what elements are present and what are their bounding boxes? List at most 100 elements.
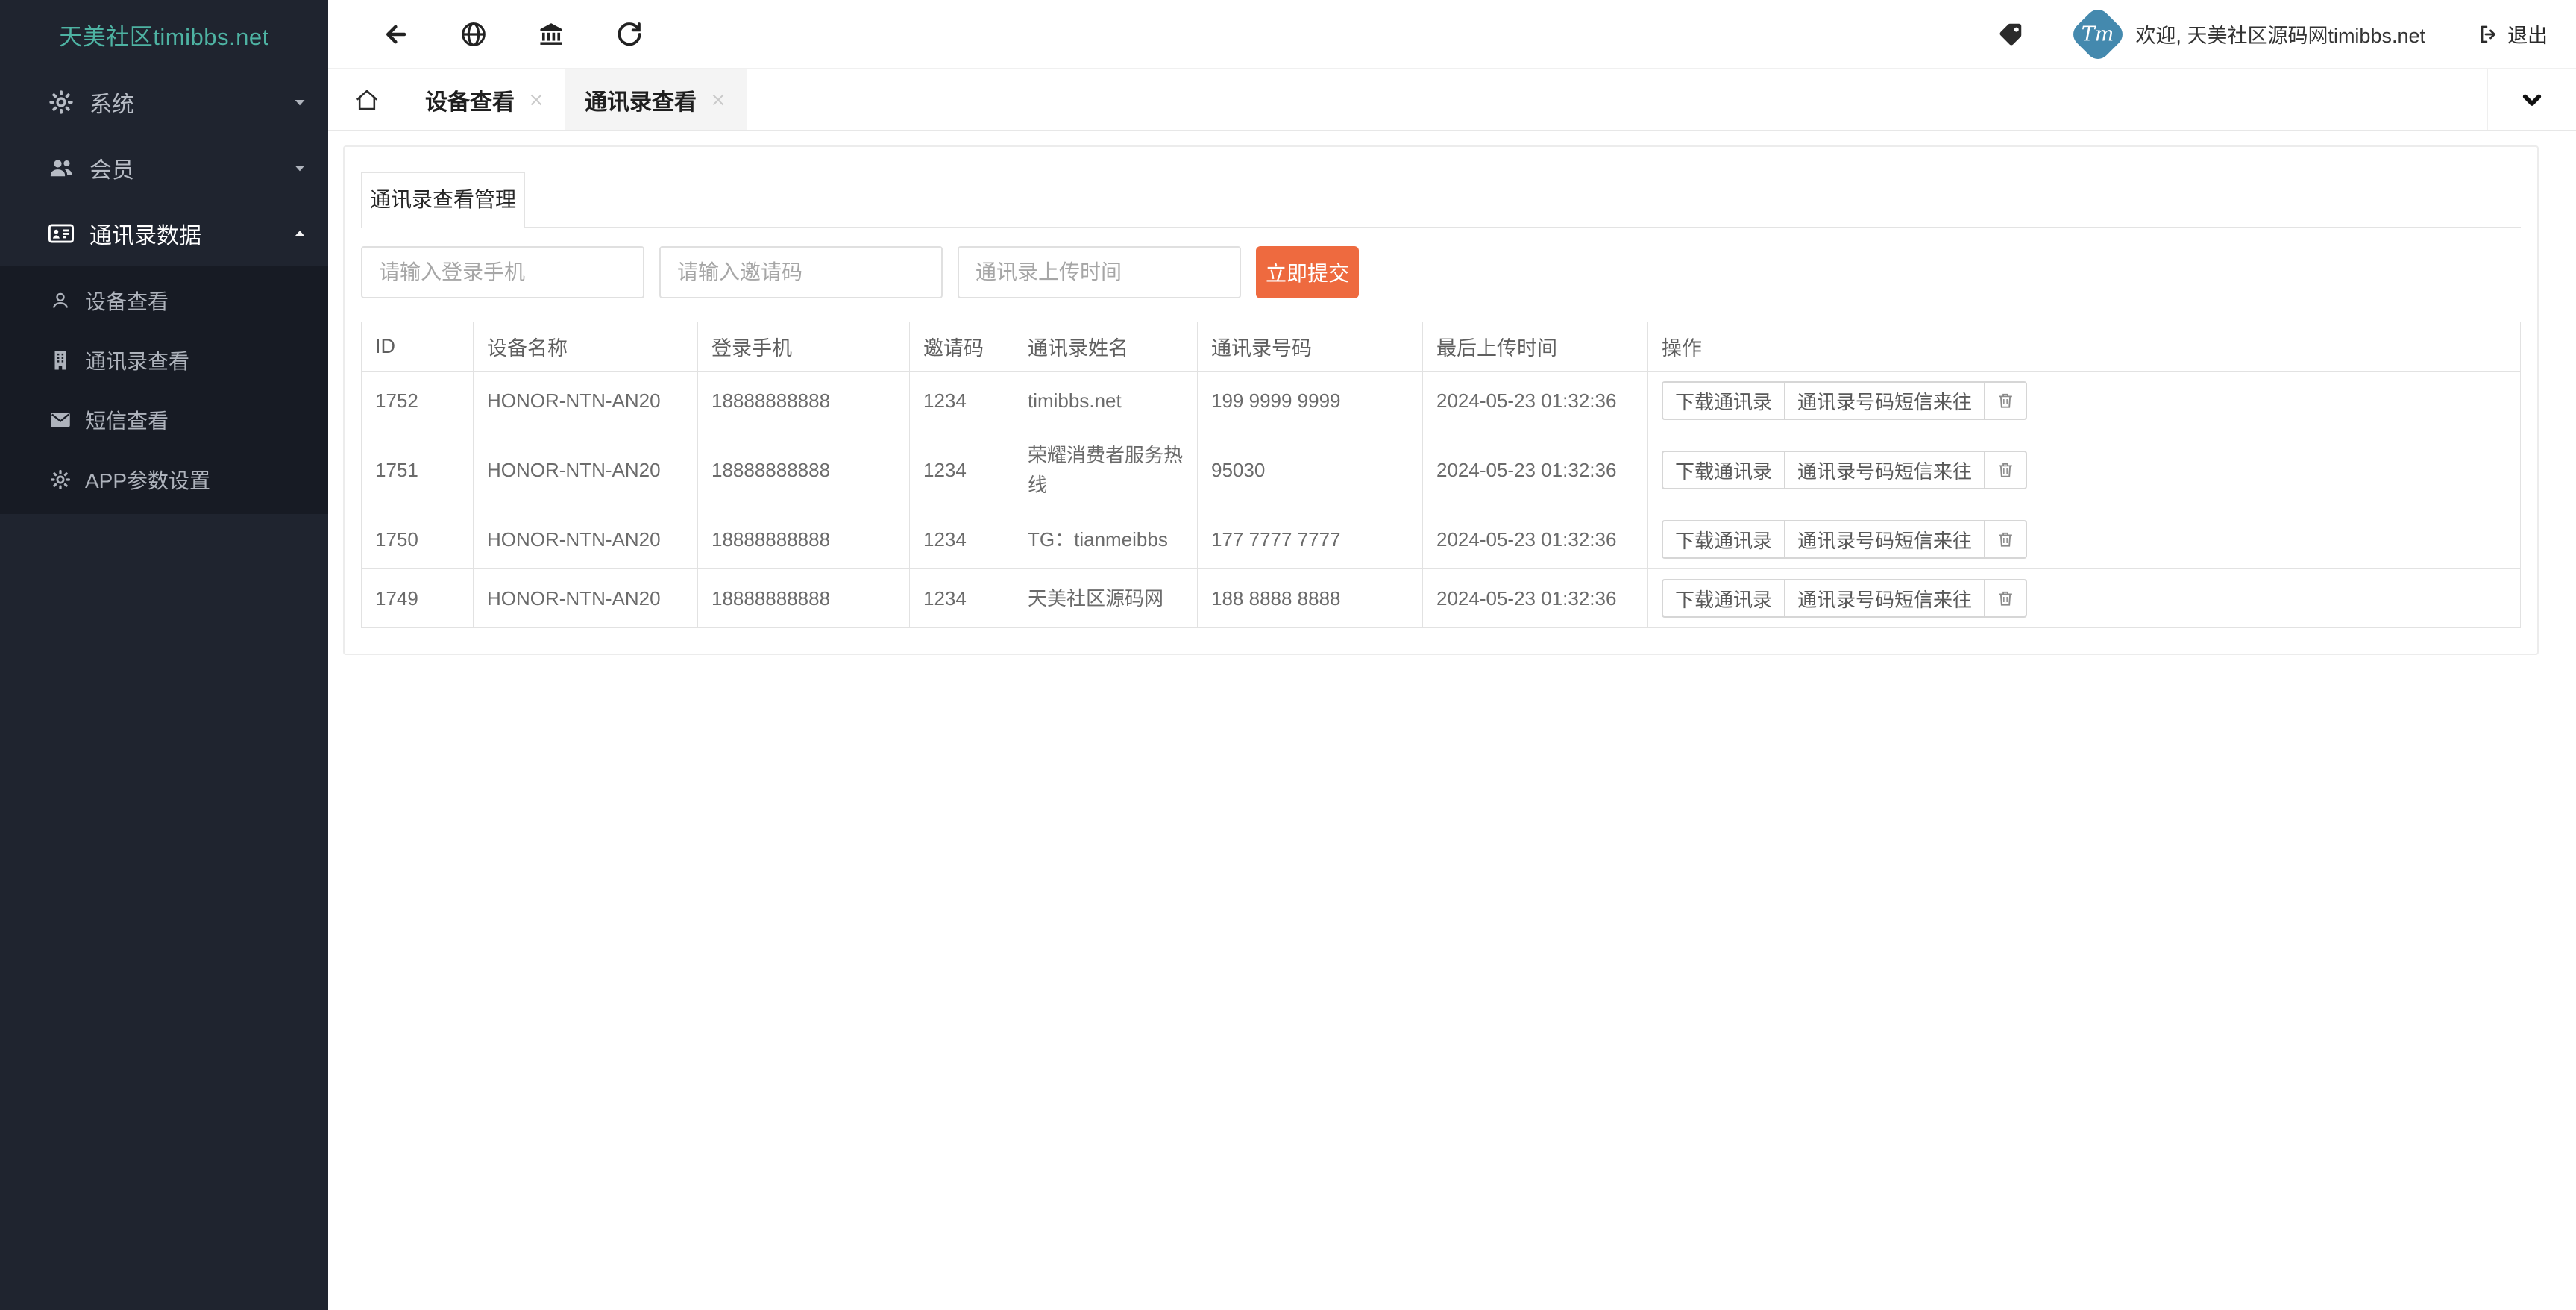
avatar-initials: Tm <box>2082 22 2115 46</box>
bank-icon[interactable] <box>525 8 577 60</box>
column-header-phone: 登录手机 <box>697 322 910 372</box>
cell-device: HONOR-NTN-AN20 <box>473 568 698 628</box>
gear-icon <box>48 89 75 116</box>
cell-number: 95030 <box>1197 430 1423 510</box>
cell-phone: 18888888888 <box>697 510 910 569</box>
sidebar-item-app-settings[interactable]: APP参数设置 <box>0 450 328 510</box>
cell-number: 177 7777 7777 <box>1197 510 1423 569</box>
sms-history-button[interactable]: 通讯录号码短信来往 <box>1784 579 1986 618</box>
row-action-group: 下载通讯录 通讯录号码短信来往 <box>1662 520 2028 559</box>
cell-device: HONOR-NTN-AN20 <box>473 371 698 430</box>
download-contacts-button[interactable]: 下载通讯录 <box>1662 579 1786 618</box>
avatar[interactable]: Tm <box>2068 4 2129 64</box>
table-header-row: ID 设备名称 登录手机 邀请码 通讯录姓名 通讯录号码 最后上传时间 操作 <box>361 322 2521 372</box>
sidebar-item-sms-view[interactable]: 短信查看 <box>0 390 328 450</box>
home-icon[interactable] <box>328 69 406 130</box>
caret-down-icon <box>291 159 309 177</box>
sidebar-item-contacts-data[interactable]: 通讯录数据 <box>0 201 328 266</box>
main-area: Tm 欢迎, 天美社区源码网timibbs.net 退出 设备查看 通讯录查看 <box>328 0 2576 1310</box>
tab-contacts-management[interactable]: 通讯录查看管理 <box>361 172 526 228</box>
upload-time-input[interactable] <box>958 246 1241 298</box>
tab-label: 设备查看 <box>425 90 515 115</box>
refresh-icon[interactable] <box>603 8 655 60</box>
submit-button[interactable]: 立即提交 <box>1256 246 1359 298</box>
sidebar-item-label: 通讯录数据 <box>89 224 201 248</box>
cell-device: HONOR-NTN-AN20 <box>473 430 698 510</box>
cell-name: timibbs.net <box>1014 371 1198 430</box>
cell-time: 2024-05-23 01:32:36 <box>1422 430 1648 510</box>
sidebar-item-label: 设备查看 <box>85 290 169 313</box>
sidebar: 天美社区timibbs.net 系统 会员 通讯录数据 <box>0 0 328 1310</box>
column-header-time: 最后上传时间 <box>1422 322 1648 372</box>
download-contacts-button[interactable]: 下载通讯录 <box>1662 381 1786 420</box>
delete-button[interactable] <box>1984 520 2028 559</box>
sidebar-item-contacts-view[interactable]: 通讯录查看 <box>0 330 328 390</box>
close-icon[interactable] <box>527 90 546 110</box>
welcome-text: 欢迎, 天美社区源码网timibbs.net <box>2135 25 2425 47</box>
tab-device-view[interactable]: 设备查看 <box>406 69 565 130</box>
cell-number: 199 9999 9999 <box>1197 371 1423 430</box>
download-contacts-button[interactable]: 下载通讯录 <box>1662 520 1786 559</box>
table-row: 1751 HONOR-NTN-AN20 18888888888 1234 荣耀消… <box>361 430 2521 510</box>
tab-label: 通讯录查看 <box>585 90 697 115</box>
trash-icon <box>1999 591 2012 606</box>
tag-icon[interactable] <box>1997 20 2025 48</box>
column-header-id: ID <box>361 322 474 372</box>
login-phone-input[interactable] <box>361 246 644 298</box>
sign-out-icon <box>2481 25 2495 43</box>
column-header-name: 通讯录姓名 <box>1014 322 1198 372</box>
globe-icon[interactable] <box>447 8 500 60</box>
cell-invite: 1234 <box>909 510 1014 569</box>
row-action-group: 下载通讯录 通讯录号码短信来往 <box>1662 381 2028 420</box>
cell-time: 2024-05-23 01:32:36 <box>1422 510 1648 569</box>
cell-name: TG：tianmeibbs <box>1014 510 1198 569</box>
column-header-number: 通讯录号码 <box>1197 322 1423 372</box>
download-contacts-button[interactable]: 下载通讯录 <box>1662 451 1786 489</box>
user-icon <box>49 289 72 312</box>
cell-id: 1749 <box>361 568 474 628</box>
envelope-icon <box>49 409 72 431</box>
cell-id: 1750 <box>361 510 474 569</box>
cell-phone: 18888888888 <box>697 371 910 430</box>
cell-phone: 18888888888 <box>697 568 910 628</box>
sms-history-button[interactable]: 通讯录号码短信来往 <box>1784 520 1986 559</box>
column-header-device: 设备名称 <box>473 322 698 372</box>
sidebar-item-members[interactable]: 会员 <box>0 135 328 201</box>
cell-time: 2024-05-23 01:32:36 <box>1422 568 1648 628</box>
column-header-invite: 邀请码 <box>909 322 1014 372</box>
delete-button[interactable] <box>1984 381 2028 420</box>
gear-icon <box>49 468 72 491</box>
cell-id: 1752 <box>361 371 474 430</box>
cell-time: 2024-05-23 01:32:36 <box>1422 371 1648 430</box>
close-icon[interactable] <box>709 90 728 110</box>
delete-button[interactable] <box>1984 451 2028 489</box>
navbar-right: Tm 欢迎, 天美社区源码网timibbs.net 退出 <box>1997 4 2576 64</box>
sidebar-item-label: 短信查看 <box>85 410 169 433</box>
row-action-group: 下载通讯录 通讯录号码短信来往 <box>1662 451 2028 489</box>
sidebar-item-label: APP参数设置 <box>85 469 211 492</box>
cell-invite: 1234 <box>909 430 1014 510</box>
sidebar-item-system[interactable]: 系统 <box>0 69 328 135</box>
cell-id: 1751 <box>361 430 474 510</box>
tab-options-button[interactable] <box>2487 69 2576 130</box>
sms-history-button[interactable]: 通讯录号码短信来往 <box>1784 381 1986 420</box>
invite-code-input[interactable] <box>659 246 943 298</box>
chevron-down-icon <box>2522 94 2542 106</box>
sidebar-item-device-view[interactable]: 设备查看 <box>0 271 328 330</box>
cell-invite: 1234 <box>909 568 1014 628</box>
tab-contacts-view[interactable]: 通讯录查看 <box>565 69 747 130</box>
table-row: 1752 HONOR-NTN-AN20 18888888888 1234 tim… <box>361 371 2521 430</box>
contacts-panel: 通讯录查看管理 立即提交 ID 设备名 <box>343 145 2539 655</box>
cell-name: 荣耀消费者服务热线 <box>1014 430 1198 510</box>
delete-button[interactable] <box>1984 579 2028 618</box>
back-arrow-icon[interactable] <box>370 8 422 60</box>
sms-history-button[interactable]: 通讯录号码短信来往 <box>1784 451 1986 489</box>
caret-down-icon <box>291 93 309 111</box>
logout-button[interactable]: 退出 <box>2478 19 2548 48</box>
table-row: 1750 HONOR-NTN-AN20 18888888888 1234 TG：… <box>361 510 2521 569</box>
cell-actions: 下载通讯录 通讯录号码短信来往 <box>1647 568 2521 628</box>
trash-icon <box>1999 463 2012 477</box>
panel-tabs: 通讯录查看管理 <box>361 172 2521 228</box>
building-icon <box>49 349 72 372</box>
